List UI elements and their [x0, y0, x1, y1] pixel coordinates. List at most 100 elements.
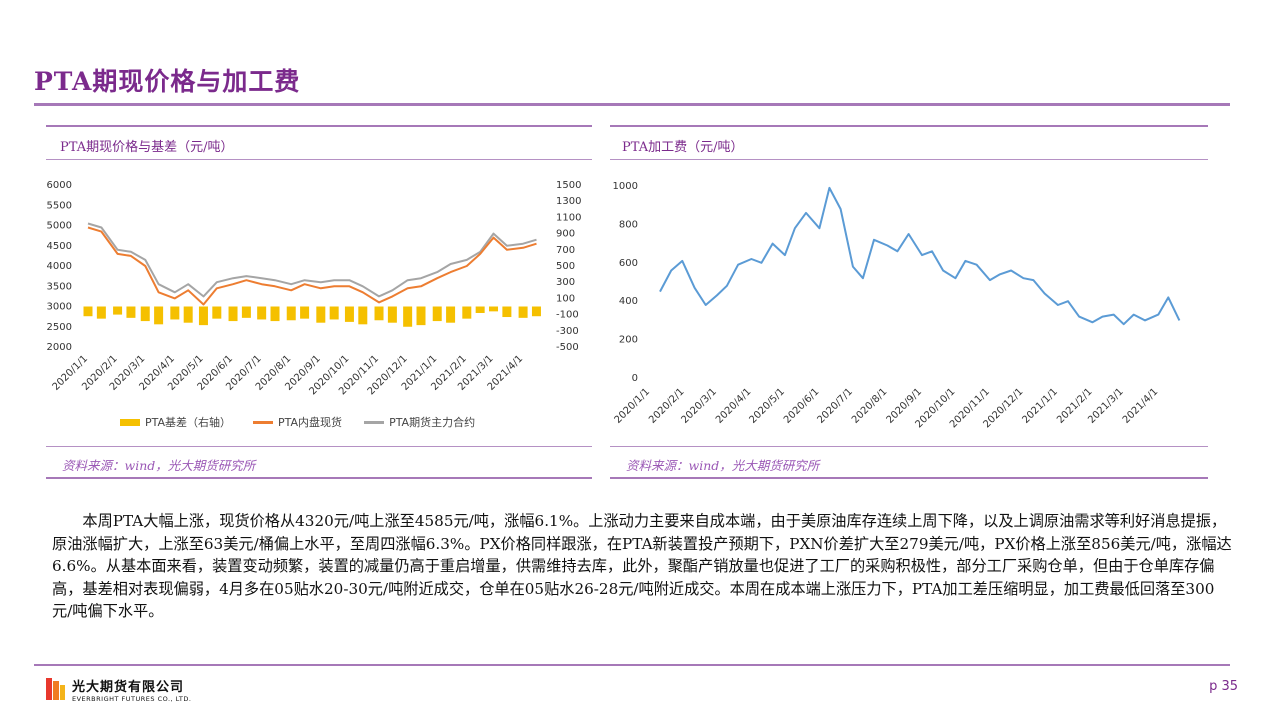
title-divider: [34, 103, 1230, 106]
y-left-tick-label: 2000: [47, 342, 72, 353]
y-right-tick-label: 100: [556, 293, 575, 304]
y-left-tick-label: 3000: [47, 302, 72, 313]
legend-swatch-futures: [364, 420, 385, 424]
basis-bar: [387, 306, 397, 323]
y-right-tick-label: 500: [556, 261, 575, 272]
x-tick-label: 2021/1/1: [1021, 386, 1061, 426]
basis-bar: [502, 306, 512, 318]
legend-swatch-basis: [120, 418, 140, 426]
basis-bar: [489, 306, 499, 312]
left-panel-top-rule: [46, 125, 592, 127]
left-panel-source-rule: [46, 446, 592, 447]
basis-bar: [358, 306, 368, 325]
right-panel-top-rule: [610, 125, 1208, 127]
legend-swatch-spot: [253, 420, 274, 424]
price-basis-legend: PTA基差（右轴） PTA内盘现货 PTA期货主力合约: [120, 414, 475, 430]
left-panel-title-rule: [46, 159, 592, 160]
y-left-tick-label: 6000: [47, 180, 72, 191]
basis-bar: [518, 306, 528, 318]
company-name-en: EVERBRIGHT FUTURES CO., LTD.: [72, 694, 192, 703]
futures-price-line: [87, 222, 537, 298]
y-right-tick-label: -500: [556, 342, 579, 353]
legend-item-basis: PTA基差（右轴）: [120, 414, 231, 430]
basis-bar: [170, 306, 180, 320]
basis-bar: [257, 306, 267, 320]
y-right-tick-label: 900: [556, 229, 575, 240]
y-right-tick-label: -300: [556, 326, 579, 337]
y-right-tick-label: 1500: [556, 180, 581, 191]
basis-bar: [113, 306, 123, 315]
basis-bar: [446, 306, 456, 323]
processing-fee-chart: 020040060080010002020/1/12020/2/12020/3/…: [613, 181, 1181, 430]
x-tick-label: 2020/3/1: [679, 386, 719, 426]
y-tick-label: 600: [619, 258, 638, 269]
basis-bar: [270, 306, 280, 322]
x-tick-label: 2021/4/1: [1121, 386, 1161, 426]
right-panel-bottom-rule: [610, 477, 1208, 479]
basis-bar: [228, 306, 238, 322]
basis-bar: [83, 306, 93, 317]
legend-item-futures: PTA期货主力合约: [364, 414, 475, 430]
basis-bar: [286, 306, 296, 321]
company-name-cn: 光大期货有限公司: [72, 679, 185, 695]
y-right-tick-label: 1300: [556, 196, 581, 207]
y-left-tick-label: 5000: [47, 221, 72, 232]
basis-bar: [154, 306, 164, 325]
y-right-tick-label: 300: [556, 277, 575, 288]
basis-bar: [475, 306, 485, 313]
basis-bar: [212, 306, 222, 319]
basis-bar: [241, 306, 251, 318]
basis-bar: [462, 306, 472, 319]
legend-label-spot: PTA内盘现货: [278, 416, 343, 429]
everbright-logo-icon: [46, 678, 65, 700]
basis-bar: [329, 306, 339, 320]
right-panel-title-rule: [610, 159, 1208, 160]
left-chart-title: PTA期现价格与基差（元/吨）: [60, 140, 234, 155]
y-tick-label: 400: [619, 296, 638, 307]
y-tick-label: 1000: [613, 181, 638, 192]
y-tick-label: 0: [632, 373, 638, 384]
y-left-tick-label: 4000: [47, 261, 72, 272]
basis-bar: [374, 306, 384, 321]
basis-bar: [198, 306, 208, 326]
basis-bar: [183, 306, 193, 323]
legend-item-spot: PTA内盘现货: [253, 414, 342, 430]
y-left-tick-label: 4500: [47, 241, 72, 252]
basis-bar: [344, 306, 354, 322]
page-number: p 35: [1209, 679, 1238, 694]
y-right-tick-label: 700: [556, 245, 575, 256]
x-tick-label: 2020/4/1: [714, 386, 754, 426]
y-left-tick-label: 5500: [47, 200, 72, 211]
page-title: PTA期现价格与加工费: [34, 67, 301, 96]
basis-bar: [316, 306, 326, 323]
x-tick-label: 2020/1/1: [613, 386, 653, 426]
left-chart-source: 资料来源：wind，光大期货研究所: [62, 458, 256, 473]
basis-bar: [140, 306, 150, 322]
right-chart-source: 资料来源：wind，光大期货研究所: [626, 458, 820, 473]
x-tick-label: 2020/8/1: [850, 386, 890, 426]
basis-bar: [416, 306, 426, 326]
basis-bar: [432, 306, 442, 322]
y-left-tick-label: 2500: [47, 322, 72, 333]
x-tick-label: 2020/6/1: [782, 386, 822, 426]
basis-bar: [403, 306, 413, 327]
y-right-tick-label: -100: [556, 310, 579, 321]
right-panel-source-rule: [610, 446, 1208, 447]
basis-bar: [96, 306, 106, 319]
spot-price-line: [87, 226, 537, 306]
processing-fee-line: [659, 186, 1181, 326]
y-right-tick-label: 1100: [556, 212, 581, 223]
y-tick-label: 800: [619, 219, 638, 230]
basis-bar: [126, 306, 136, 318]
y-left-tick-label: 3500: [47, 281, 72, 292]
x-tick-label: 2020/5/1: [747, 386, 787, 426]
left-panel-bottom-rule: [46, 477, 592, 479]
basis-bar: [300, 306, 310, 319]
price-basis-chart: 2000 2500 3000 3500 4000 4500 5000 5500 6000 -500…: [47, 180, 582, 397]
legend-label-futures: PTA期货主力合约: [389, 416, 476, 429]
legend-label-basis: PTA基差（右轴）: [145, 416, 232, 429]
footer-divider: [34, 664, 1230, 666]
y-tick-label: 200: [619, 335, 638, 346]
company-logo: 光大期货有限公司 EVERBRIGHT FUTURES CO., LTD.: [44, 675, 191, 703]
x-tick-label: 2020/7/1: [815, 386, 855, 426]
